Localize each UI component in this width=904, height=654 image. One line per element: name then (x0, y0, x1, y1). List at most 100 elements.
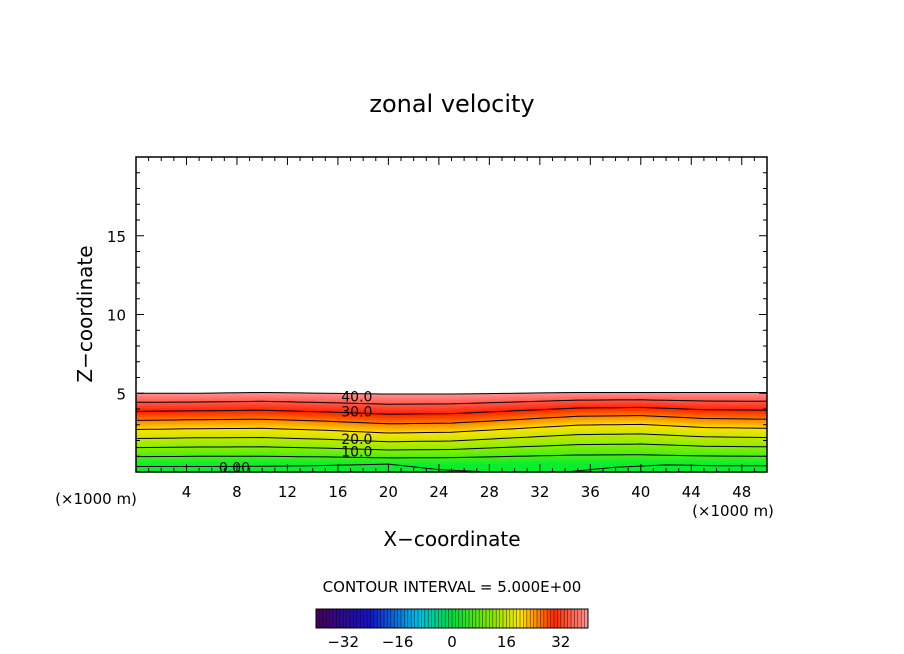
colorbar-cell (319, 609, 324, 628)
colorbar-cell (350, 609, 354, 628)
colorbar-cell (489, 609, 494, 628)
x-tick-label: 44 (682, 483, 701, 501)
colorbar-cell (445, 609, 449, 628)
colorbar-cell (329, 609, 334, 628)
x-tick-label: 32 (530, 483, 549, 501)
colorbar-cell (543, 609, 548, 628)
colorbar-cell (380, 609, 385, 628)
x-unit-right: (×1000 m) (692, 502, 774, 520)
x-axis-label: X−coordinate (383, 527, 520, 551)
colorbar-tick-label: −32 (327, 633, 359, 651)
colorbar-cell (571, 609, 575, 628)
colorbar-cell (492, 609, 497, 628)
colorbar-cell (475, 609, 480, 628)
colorbar-cell (424, 609, 429, 628)
colorbar-cell (367, 609, 371, 628)
colorbar-cell (339, 609, 344, 628)
colorbar-cell (346, 609, 351, 628)
x-tick-label: 28 (480, 483, 499, 501)
contour-line (135, 399, 767, 405)
chart-title: zonal velocity (369, 90, 534, 118)
colorbar-cell (584, 609, 589, 628)
colorbar-cell (448, 609, 453, 628)
colorbar-cell (353, 609, 358, 628)
contour-line (135, 415, 768, 425)
y-tick-label: 10 (107, 307, 126, 325)
colorbar-cell (577, 609, 582, 628)
colorbar-cell (516, 609, 521, 628)
x-tick-label: 20 (379, 483, 398, 501)
colorbar-cell (513, 609, 517, 628)
colorbar-tick-label: 0 (447, 633, 457, 651)
colorbar-cell (496, 609, 500, 628)
colorbar-cell (506, 609, 511, 628)
colorbar-cell (452, 609, 456, 628)
colorbar-cell (547, 609, 551, 628)
colorbar-cell (550, 609, 555, 628)
colorbar-cell (428, 609, 432, 628)
colorbar-cell (567, 609, 572, 628)
contour-label: 0.00 (219, 460, 250, 476)
colorbar-cell (336, 609, 341, 628)
colorbar-cell (431, 609, 436, 628)
x-tick-label: 40 (631, 483, 650, 501)
contour-label: 20.0 (341, 432, 372, 448)
colorbar-cell (414, 609, 419, 628)
colorbar-cell (557, 609, 562, 628)
contour-line (135, 433, 768, 443)
y-tick-label: 5 (116, 385, 126, 403)
colorbar-cell (581, 609, 585, 628)
contour-label: 10.0 (341, 445, 372, 461)
colorbar-cell (343, 609, 347, 628)
colorbar-cell (397, 609, 402, 628)
colorbar-cell (465, 609, 470, 628)
colorbar-cell (462, 609, 466, 628)
x-tick-label: 48 (732, 483, 751, 501)
colorbar-cell (486, 609, 490, 628)
colorbar-cell (526, 609, 531, 628)
contour-line (135, 423, 768, 434)
x-tick-label: 12 (278, 483, 297, 501)
colorbar-cell (333, 609, 337, 628)
contour-line (136, 391, 767, 395)
colorbar-cell (370, 609, 375, 628)
colorbar-tick-label: −16 (382, 633, 414, 651)
colorbar-cell (482, 609, 487, 628)
contour-interval: CONTOUR INTERVAL = 5.000E+00 (323, 578, 582, 596)
colorbar-cell (540, 609, 545, 628)
contour-line (135, 406, 768, 415)
colorbar-cell (421, 609, 426, 628)
colorbar-cell (533, 609, 538, 628)
x-tick-label: 8 (232, 483, 242, 501)
colorbar-cell (418, 609, 422, 628)
colorbar-cell (326, 609, 330, 628)
colorbar-cell (394, 609, 398, 628)
colorbar-cell (387, 609, 392, 628)
colorbar-cell (520, 609, 524, 628)
x-tick-label: 24 (429, 483, 448, 501)
colorbar-cell (363, 609, 368, 628)
contour-label: 30.0 (341, 404, 372, 420)
colorbar-cell (401, 609, 405, 628)
colorbar-cell (499, 609, 504, 628)
colorbar-cell (438, 609, 443, 628)
colorbar-cell (411, 609, 415, 628)
colorbar-cell (322, 609, 327, 628)
colorbar-cell (537, 609, 541, 628)
colorbar-cell (441, 609, 446, 628)
colorbar-cell (377, 609, 381, 628)
contour-line (135, 443, 768, 451)
contour-label: 40.0 (341, 389, 372, 405)
colorbar-cell (356, 609, 361, 628)
colorbar-cell (554, 609, 558, 628)
colorbar-cell (530, 609, 534, 628)
colorbar-cell (503, 609, 507, 628)
colorbar-cell (407, 609, 412, 628)
x-tick-label: 16 (328, 483, 347, 501)
colorbar-tick-label: 32 (551, 633, 570, 651)
colorbar-cell (523, 609, 528, 628)
colorbar-cell (390, 609, 395, 628)
colorbar-cell (435, 609, 439, 628)
